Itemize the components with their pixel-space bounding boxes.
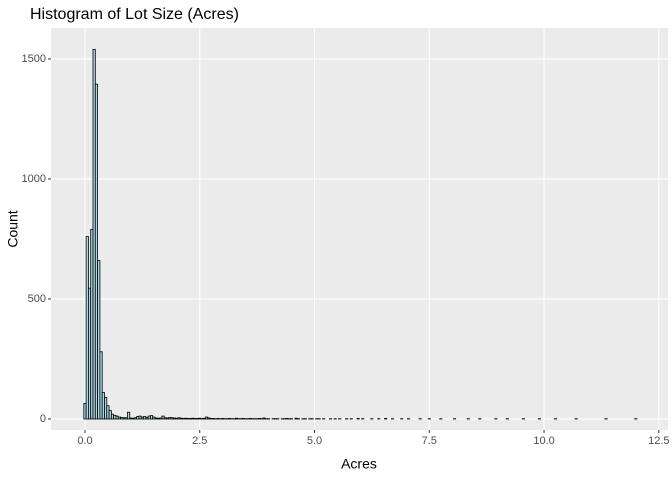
- x-tick-label: 0.0: [77, 435, 92, 447]
- x-tick-label: 5.0: [307, 435, 322, 447]
- y-tick-label: 1000: [22, 173, 46, 185]
- chart-title: Histogram of Lot Size (Acres): [30, 6, 239, 23]
- y-tick-label: 0: [40, 413, 46, 425]
- x-tick-label: 12.5: [648, 435, 669, 447]
- y-tick-label: 500: [28, 293, 46, 305]
- panel: [51, 28, 668, 430]
- x-tick-label: 7.5: [422, 435, 437, 447]
- x-tick-label: 2.5: [192, 435, 207, 447]
- y-tick-label: 1500: [22, 53, 46, 65]
- x-tick-label: 10.0: [533, 435, 554, 447]
- y-axis-label: Count: [5, 210, 21, 247]
- x-axis-label: Acres: [341, 456, 377, 472]
